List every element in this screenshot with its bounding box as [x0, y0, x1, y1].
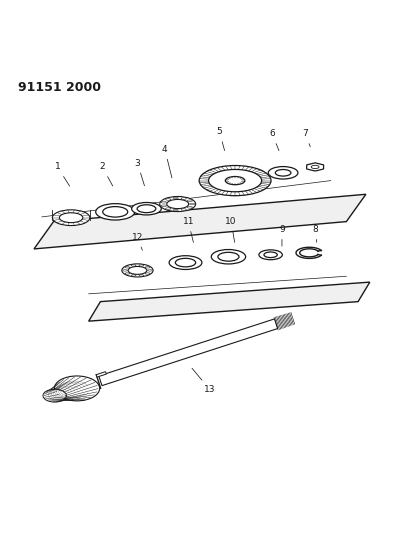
Text: 5: 5	[217, 127, 225, 151]
Ellipse shape	[145, 273, 150, 274]
Ellipse shape	[268, 166, 298, 179]
Ellipse shape	[181, 209, 187, 211]
Ellipse shape	[167, 199, 188, 208]
Polygon shape	[89, 282, 370, 321]
Polygon shape	[99, 319, 278, 386]
Ellipse shape	[145, 266, 150, 268]
Polygon shape	[96, 372, 106, 377]
Polygon shape	[34, 194, 366, 249]
Text: 13: 13	[192, 368, 215, 394]
Ellipse shape	[131, 274, 136, 276]
Text: 12: 12	[132, 233, 143, 250]
Ellipse shape	[311, 165, 319, 168]
Text: 6: 6	[269, 129, 279, 151]
Ellipse shape	[52, 210, 90, 225]
Ellipse shape	[169, 256, 202, 270]
Ellipse shape	[199, 166, 271, 196]
Ellipse shape	[103, 207, 128, 217]
Ellipse shape	[59, 213, 83, 223]
Ellipse shape	[275, 169, 291, 176]
Ellipse shape	[43, 389, 67, 402]
Ellipse shape	[211, 249, 246, 264]
Ellipse shape	[264, 252, 277, 257]
Text: 10: 10	[225, 217, 237, 243]
Ellipse shape	[131, 203, 161, 215]
Ellipse shape	[175, 259, 196, 267]
Text: 91151 2000: 91151 2000	[18, 81, 101, 94]
Ellipse shape	[181, 198, 187, 199]
Text: 2: 2	[99, 163, 113, 186]
Text: 9: 9	[279, 225, 285, 246]
Polygon shape	[307, 163, 324, 171]
Text: 3: 3	[135, 158, 145, 186]
Ellipse shape	[218, 252, 239, 261]
Ellipse shape	[122, 264, 153, 277]
Ellipse shape	[128, 266, 147, 274]
Ellipse shape	[125, 273, 130, 274]
Ellipse shape	[137, 205, 156, 213]
Ellipse shape	[166, 208, 171, 209]
Ellipse shape	[123, 270, 128, 271]
Text: 7: 7	[303, 129, 310, 147]
Ellipse shape	[259, 250, 282, 260]
Ellipse shape	[139, 265, 144, 266]
Ellipse shape	[161, 201, 166, 203]
Ellipse shape	[187, 200, 192, 201]
Ellipse shape	[160, 197, 196, 212]
Ellipse shape	[131, 265, 136, 266]
Ellipse shape	[166, 199, 171, 200]
Ellipse shape	[96, 204, 135, 220]
Text: 11: 11	[183, 217, 194, 243]
Ellipse shape	[54, 376, 100, 401]
Ellipse shape	[189, 203, 195, 205]
Ellipse shape	[148, 270, 152, 271]
Ellipse shape	[173, 209, 178, 211]
Text: 1: 1	[55, 163, 70, 186]
Ellipse shape	[139, 274, 144, 276]
Ellipse shape	[173, 197, 178, 199]
Ellipse shape	[125, 266, 130, 268]
Ellipse shape	[161, 205, 166, 206]
Text: 4: 4	[162, 145, 172, 178]
Ellipse shape	[225, 176, 245, 185]
Text: 8: 8	[312, 225, 318, 243]
Ellipse shape	[209, 169, 262, 192]
Ellipse shape	[187, 206, 192, 208]
